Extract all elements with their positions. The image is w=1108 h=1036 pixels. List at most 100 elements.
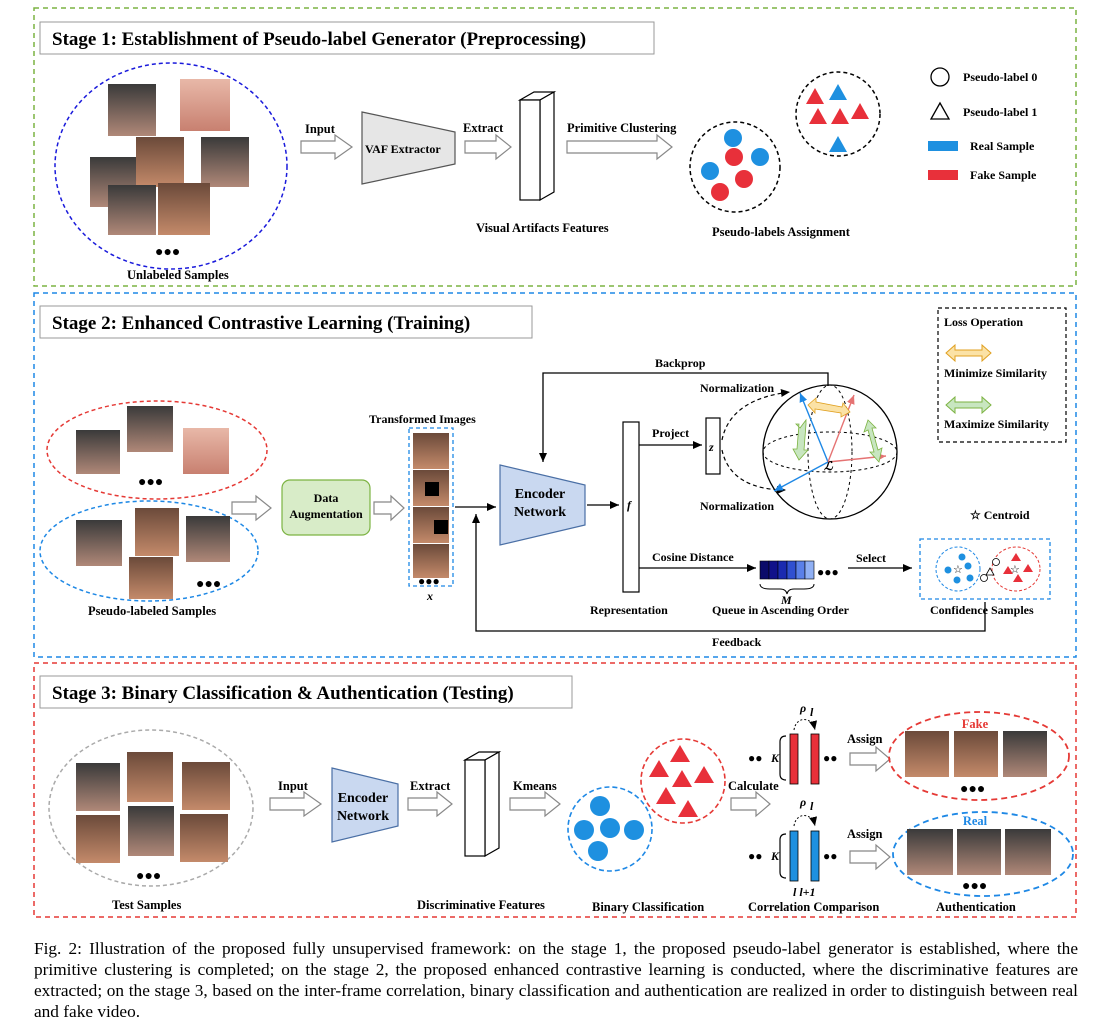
kmeans-label: Kmeans [513, 779, 557, 793]
fake-pseudo-ellipse [46, 400, 268, 500]
real-sample-swatch [928, 141, 958, 151]
fake-authentication-faces [905, 731, 1047, 777]
fake-authentication-ellipse [888, 711, 1070, 801]
transformed-images-frame [408, 427, 454, 587]
centroid-legend: ☆ Centroid [970, 508, 1030, 522]
vaf-extractor-label: VAF Extractor [365, 142, 441, 156]
representation-label: Representation [590, 603, 668, 617]
backprop-label: Backprop [655, 356, 706, 370]
encoder-network-stage3 [331, 767, 399, 843]
real-cluster-samples [574, 796, 644, 861]
test-samples-label: Test Samples [112, 898, 181, 912]
test-face-thumbnails [76, 752, 230, 863]
minimize-similarity-icon [945, 343, 992, 363]
stage3-title-box [39, 675, 573, 709]
ellipsis-dots: ●●● [155, 245, 180, 260]
pseudo-label-1-icon [929, 101, 951, 120]
figure-caption: Fig. 2: Illustration of the proposed ful… [34, 939, 1078, 1021]
calculate-label: Calculate [728, 779, 779, 793]
real-pseudo-ellipse [39, 500, 259, 602]
confidence-fake-cluster [991, 546, 1041, 592]
svg-text:ρ: ρ [799, 795, 806, 809]
kmeans-arrow [509, 790, 561, 818]
svg-text:☆: ☆ [1010, 564, 1020, 576]
data-augmentation-line1: Data [314, 491, 339, 505]
svg-text:●●: ●● [748, 751, 763, 765]
stage2-title: Stage 2: Enhanced Contrastive Learning (… [52, 313, 470, 334]
visual-features-block [517, 90, 557, 202]
maximize-similarity-label: Maximize Similarity [944, 417, 1049, 431]
fake-label: Fake [962, 717, 989, 731]
legend-real-sample: Real Sample [970, 139, 1035, 153]
ellipsis-dots: ●●● [418, 574, 440, 588]
input-label: Input [305, 122, 336, 136]
fake-sample-swatch [928, 170, 958, 180]
data-augmentation-box [281, 479, 371, 536]
cluster-1-circle [795, 71, 881, 157]
stage2-frame [33, 292, 1077, 658]
input-arrow [300, 133, 354, 161]
discriminative-features-label: Discriminative Features [417, 898, 545, 912]
loss-operation-box [937, 307, 1067, 443]
fake-correlation-bars: ●● K ●● ρ l [748, 701, 838, 785]
feedback-path [472, 514, 986, 632]
x-variable: x [426, 589, 433, 603]
svg-text:l: l [810, 705, 814, 719]
transformed-images-label: Transformed Images [369, 412, 476, 426]
queue-label: Queue in Ascending Order [712, 603, 850, 617]
primitive-clustering-label: Primitive Clustering [567, 121, 677, 135]
face-thumbnail [180, 79, 230, 131]
assign-real-label: Assign [847, 827, 882, 841]
pseudo-labels-assignment-label: Pseudo-labels Assignment [712, 225, 851, 239]
face-thumbnail [108, 185, 156, 235]
z-vector [705, 417, 721, 475]
stage2-title-box [39, 305, 533, 339]
confidence-real-cluster [935, 546, 981, 592]
stage3-input-arrow [269, 790, 323, 818]
real-correlation-bars: ●● K ●● ρ l l l+1 [748, 795, 838, 899]
unlabeled-face-thumbnails [90, 79, 249, 235]
real-authentication-faces [907, 829, 1051, 875]
extract-arrow [464, 133, 512, 161]
fake-cluster-circle [640, 738, 726, 824]
correlation-comparison-label: Correlation Comparison [748, 900, 879, 914]
normalization-top-label: Normalization [700, 381, 774, 395]
real-cluster-circle [567, 786, 653, 872]
unlabeled-samples-label: Unlabeled Samples [127, 268, 229, 282]
real-pseudo-faces [76, 508, 230, 599]
svg-text:K: K [770, 849, 780, 863]
pseudo-labeled-samples-label: Pseudo-labeled Samples [88, 604, 216, 618]
svg-text:●●: ●● [748, 849, 763, 863]
svg-text:●●: ●● [823, 849, 838, 863]
representation-vector [622, 421, 640, 593]
ellipsis-dots: ●●● [817, 565, 839, 579]
stage1-frame [33, 7, 1077, 287]
calculate-arrow [730, 790, 771, 818]
z-variable: z [708, 440, 714, 454]
ellipsis-dots: ●●● [136, 869, 161, 884]
transformed-image-stack [413, 433, 449, 578]
confidence-samples: ☆ ☆ [944, 553, 1033, 584]
loss-operation-title: Loss Operation [944, 315, 1023, 329]
clustering-arrow [566, 133, 673, 161]
svg-text:l: l [810, 799, 814, 813]
confidence-samples-label: Confidence Samples [930, 603, 1034, 617]
stage3-encoder-line2: Network [337, 809, 389, 824]
discriminative-features-block [462, 750, 502, 858]
normalization-bottom-label: Normalization [700, 499, 774, 513]
unlabeled-samples-ellipse [54, 62, 288, 270]
f-variable: f [627, 498, 632, 512]
encoder-line2: Network [514, 505, 566, 520]
svg-text:☆: ☆ [953, 564, 963, 576]
vaf-extractor [361, 111, 456, 185]
svg-text:K: K [770, 751, 780, 765]
m-variable: M [780, 593, 792, 607]
legend-pseudo-label-0: Pseudo-label 0 [963, 70, 1037, 84]
legend-pseudo-label-1: Pseudo-label 1 [963, 105, 1037, 119]
legend-fake-sample: Fake Sample [970, 168, 1037, 182]
fake-cluster-samples [649, 745, 714, 817]
framework-diagram: Stage 1: Establishment of Pseudo-label G… [33, 7, 1077, 918]
stage3-extract-arrow [407, 790, 453, 818]
stage1-title: Stage 1: Establishment of Pseudo-label G… [52, 29, 586, 50]
svg-text:l l+1: l l+1 [793, 885, 816, 899]
